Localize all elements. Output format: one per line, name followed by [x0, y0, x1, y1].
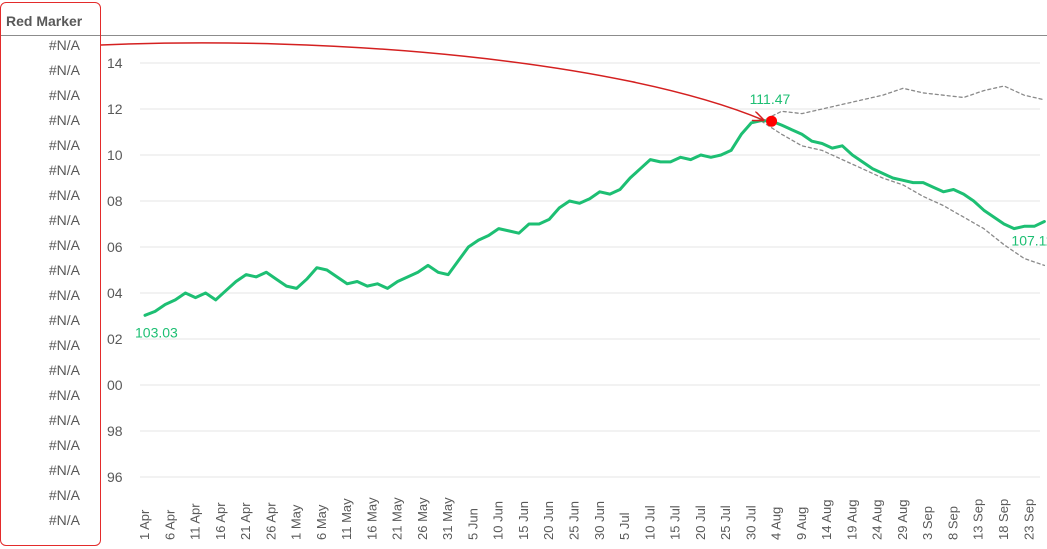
x-tick-label: 25 Jul	[718, 505, 733, 540]
data-label: 103.03	[135, 324, 178, 340]
column-cell[interactable]: #N/A	[48, 437, 80, 453]
column-cell[interactable]: #N/A	[48, 462, 80, 478]
column-cell[interactable]: #N/A	[48, 212, 80, 228]
column-cell[interactable]: #N/A	[48, 412, 80, 428]
y-axis-tick-labels: 96 98 00 02 04 06 08 10 12 14	[107, 55, 123, 485]
x-tick-label: 10 Jul	[642, 505, 657, 540]
x-tick-label: 30 Jun	[592, 501, 607, 540]
column-cell[interactable]: #N/A	[48, 112, 80, 128]
x-tick-label: 14 Aug	[819, 500, 834, 541]
x-tick-label: 21 Apr	[238, 502, 253, 540]
x-tick-label: 23 Sep	[1021, 499, 1036, 540]
y-tick-label: 06	[107, 239, 123, 255]
x-tick-label: 16 Apr	[213, 502, 228, 540]
x-tick-label: 6 May	[314, 504, 329, 540]
y-tick-label: 00	[107, 377, 123, 393]
x-tick-label: 1 Apr	[137, 509, 152, 540]
y-tick-label: 96	[107, 469, 123, 485]
x-tick-label: 26 May	[415, 497, 430, 540]
column-title[interactable]: Red Marker	[6, 13, 83, 29]
annotations: 103.03 111.47 107.11	[100, 42, 1047, 340]
y-tick-label: 02	[107, 331, 123, 347]
column-cell[interactable]: #N/A	[48, 37, 80, 53]
x-tick-label: 25 Jun	[567, 501, 582, 540]
data-label: 107.11	[1011, 232, 1047, 248]
x-tick-label: 5 Jul	[617, 512, 632, 540]
y-tick-label: 10	[107, 147, 123, 163]
column-cell[interactable]: #N/A	[48, 362, 80, 378]
x-tick-label: 15 Jul	[668, 505, 683, 540]
column-cell[interactable]: #N/A	[48, 187, 80, 203]
x-tick-label: 24 Aug	[870, 500, 885, 541]
column-cell[interactable]: #N/A	[48, 487, 80, 503]
column-cell[interactable]: #N/A	[48, 262, 80, 278]
x-axis-tick-labels: 1 Apr 6 Apr 11 Apr 16 Apr 21 Apr 26 Apr 1 May 6…	[137, 497, 1036, 540]
column-cell[interactable]: #N/A	[48, 337, 80, 353]
column-cell[interactable]: #N/A	[48, 237, 80, 253]
series-lines	[143, 85, 1046, 317]
column-cells: #N/A #N/A #N/A #N/A #N/A #N/A #N/A #N/A #N/A #N/A…	[0, 36, 100, 549]
lower-projection-line	[760, 120, 1046, 267]
x-tick-label: 20 Jun	[541, 501, 556, 540]
x-tick-label: 21 May	[390, 497, 405, 540]
y-tick-label: 14	[107, 55, 123, 71]
x-tick-label: 18 Sep	[996, 499, 1011, 540]
column-cell[interactable]: #N/A	[48, 387, 80, 403]
x-tick-label: 30 Jul	[743, 505, 758, 540]
column-cell[interactable]: #N/A	[48, 137, 80, 153]
x-tick-label: 8 Sep	[945, 506, 960, 540]
y-tick-label: 98	[107, 423, 123, 439]
upper-projection-line	[760, 85, 1046, 122]
x-tick-label: 20 Jul	[693, 505, 708, 540]
x-tick-label: 3 Sep	[920, 506, 935, 540]
data-label: 111.47	[750, 91, 791, 107]
x-tick-label: 9 Aug	[794, 507, 809, 540]
x-tick-label: 26 Apr	[263, 502, 278, 540]
column-cell[interactable]: #N/A	[48, 62, 80, 78]
x-tick-label: 11 May	[339, 498, 354, 540]
gridlines	[140, 62, 1040, 478]
x-tick-label: 29 Aug	[895, 500, 910, 541]
x-tick-label: 6 Apr	[162, 509, 177, 540]
x-tick-label: 15 Jun	[516, 501, 531, 540]
x-tick-label: 5 Jun	[465, 508, 480, 540]
column-cell[interactable]: #N/A	[48, 87, 80, 103]
x-tick-label: 19 Aug	[844, 500, 859, 541]
main-series-line	[143, 119, 1046, 317]
column-cell[interactable]: #N/A	[48, 312, 80, 328]
x-tick-label: 1 May	[289, 504, 304, 540]
x-tick-label: 16 May	[364, 497, 379, 540]
column-header-row: Red Marker	[0, 0, 1047, 36]
x-tick-label: 11 Apr	[188, 503, 203, 540]
column-cell[interactable]: #N/A	[48, 512, 80, 528]
red-marker-point	[766, 115, 778, 127]
x-tick-label: 31 May	[440, 497, 455, 540]
y-tick-label: 08	[107, 193, 123, 209]
x-tick-label: 13 Sep	[971, 499, 986, 540]
y-tick-label: 04	[107, 285, 123, 301]
x-tick-label: 10 Jun	[491, 501, 506, 540]
y-tick-label: 12	[107, 101, 123, 117]
x-tick-label: 4 Aug	[769, 507, 784, 540]
column-cell[interactable]: #N/A	[48, 287, 80, 303]
annotation-arrow	[100, 42, 764, 120]
column-cell[interactable]: #N/A	[48, 162, 80, 178]
